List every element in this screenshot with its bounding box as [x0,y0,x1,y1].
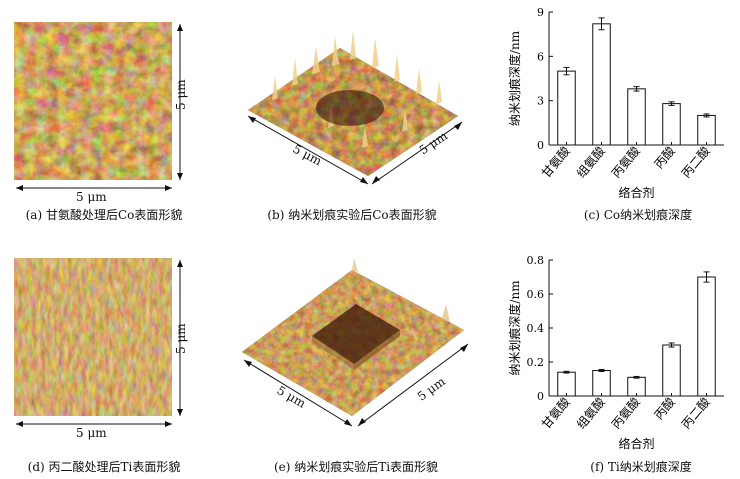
bar [557,371,576,397]
caption-b: (b) 纳米划痕实验后Co表面形貌 [267,208,437,222]
panel-a: 5 μm 5 μm [14,22,204,212]
x-tick-label: 丙氨酸 [608,143,643,180]
x-tick-label: 组氨酸 [573,143,608,180]
bar [662,103,681,146]
y-tick-label: 0 [537,139,544,152]
y-tick-label: 9 [537,6,544,19]
x-tick-label: 丙氨酸 [608,394,643,431]
caption-a: (a) 甘氨酸处理后Co表面形貌 [25,208,183,222]
x-tick-label: 丙二酸 [678,394,713,431]
y-tick-label: 0 [537,390,544,403]
y-tick-label: 3 [537,95,544,108]
x-tick-label: 丙酸 [651,143,678,171]
y-tick-label: 0.8 [527,254,545,267]
caption-e: (e) 纳米划痕实验后Ti表面形貌 [273,460,439,474]
panel-d: 5 μm 5 μm [14,258,204,448]
x-tick-label: 丙酸 [651,394,678,422]
bar [662,344,681,397]
y-tick-label: 0.2 [527,356,545,369]
bar [697,114,716,146]
panel-e: 5 μm 5 μm [232,256,472,452]
afm-co-image [14,22,183,191]
dim-a-x: 5 μm [76,190,107,204]
panel-c: 0 3 6 9 甘氨酸 组氨酸 丙氨酸 丙酸 丙二酸 络合剂 纳米划痕深度/nm [500,0,740,200]
x-axis-label: 络合剂 [618,185,654,200]
x-tick-label: 丙二酸 [678,143,713,180]
dim-d-x: 5 μm [76,426,107,440]
y-tick-label: 6 [537,50,544,63]
bar [697,276,716,397]
y-axis-label: 纳米划痕深度/nm [507,280,522,376]
afm-co-3d [247,30,463,185]
x-tick-label: 组氨酸 [573,394,608,431]
afm-ti-image [14,258,183,427]
x-axis-label: 络合剂 [618,436,654,451]
y-axis-label: 纳米划痕深度/nm [507,30,522,126]
afm-ti-3d [242,258,469,427]
panel-b: 5 μm 5 μm [232,8,472,200]
caption-c: (c) Co纳米划痕深度 [583,208,693,222]
y-tick-label: 0.4 [527,322,545,335]
dim-a-y: 5 μm [174,79,188,110]
bar [557,70,576,146]
caption-f: (f) Ti纳米划痕深度 [590,460,692,474]
bar [592,23,611,146]
caption-d: (d) 丙二酸处理后Ti表面形貌 [27,460,181,474]
dim-d-y: 5 μm [174,323,188,354]
bar [592,370,611,397]
bar [627,88,646,146]
y-tick-label: 0.6 [527,288,545,301]
panel-f: 0 0.2 0.4 0.6 0.8 甘氨酸 组氨酸 丙氨酸 丙酸 丙二酸 络合剂 纳米划痕深度/nm [500,246,740,452]
